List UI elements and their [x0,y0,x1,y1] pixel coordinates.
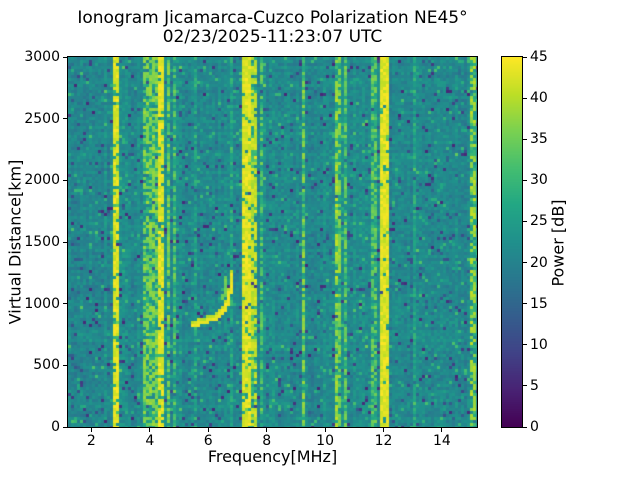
y-tick-mark [63,303,67,305]
colorbar-canvas [502,57,522,427]
x-tick-label: 10 [316,433,334,449]
y-tick-mark [63,426,67,428]
y-tick-label: 500 [33,357,60,374]
x-tick-mark [266,428,268,432]
x-tick-mark [383,428,384,432]
colorbar-label: Power [dB] [548,199,568,287]
colorbar-tick-mark [523,262,527,264]
colorbar-tick-mark [523,344,527,346]
plot-area [67,56,478,428]
x-tick-label: 12 [374,433,393,449]
colorbar-tick-label: 20 [530,254,548,271]
colorbar-tick-label: 30 [530,172,548,189]
x-tick-label: 6 [203,433,213,449]
y-tick-mark [63,118,67,120]
x-tick-mark [149,428,151,432]
colorbar-tick-label: 40 [530,90,548,107]
x-tick-label: 8 [262,433,272,449]
colorbar-tick-mark [523,303,527,305]
x-tick-label: 4 [145,433,155,449]
x-tick-mark [90,428,92,432]
y-tick-label: 1000 [24,295,60,312]
y-tick-mark [63,56,67,58]
colorbar-tick-label: 45 [530,49,548,65]
y-tick-label: 2000 [24,172,60,189]
y-tick-label: 3000 [24,49,60,65]
x-tick-mark [324,428,326,432]
x-tick-label: 2 [86,433,96,449]
x-tick-mark [207,428,209,432]
colorbar-tick-mark [523,56,527,58]
chart-subtitle: 02/23/2025-11:23:07 UTC [162,27,383,47]
colorbar-tick-mark [523,385,527,387]
colorbar-tick-label: 10 [530,336,548,353]
y-tick-mark [63,364,67,366]
y-tick-mark [63,179,67,181]
colorbar [501,56,523,428]
colorbar-tick-mark [523,220,527,222]
colorbar-tick-label: 35 [530,131,548,148]
colorbar-tick-label: 15 [530,295,548,312]
heatmap-canvas [68,57,477,427]
chart-title-block: Ionogram Jicamarca-Cuzco Polarization NE… [68,9,477,47]
chart-title: Ionogram Jicamarca-Cuzco Polarization NE… [77,8,468,28]
x-tick-mark [441,428,443,432]
x-axis-label: Frequency[MHz] [207,447,338,466]
y-tick-label: 0 [51,419,60,435]
colorbar-tick-label: 5 [530,377,539,394]
colorbar-tick-mark [523,138,527,140]
colorbar-tick-label: 25 [530,213,548,230]
colorbar-tick-mark [523,179,527,181]
colorbar-tick-mark [523,97,527,99]
colorbar-tick-mark [523,426,527,428]
colorbar-tick-label: 0 [530,419,539,435]
y-tick-mark [63,241,67,243]
x-tick-label: 14 [433,433,451,449]
y-tick-label: 2500 [24,110,60,127]
y-tick-label: 1500 [24,234,60,250]
